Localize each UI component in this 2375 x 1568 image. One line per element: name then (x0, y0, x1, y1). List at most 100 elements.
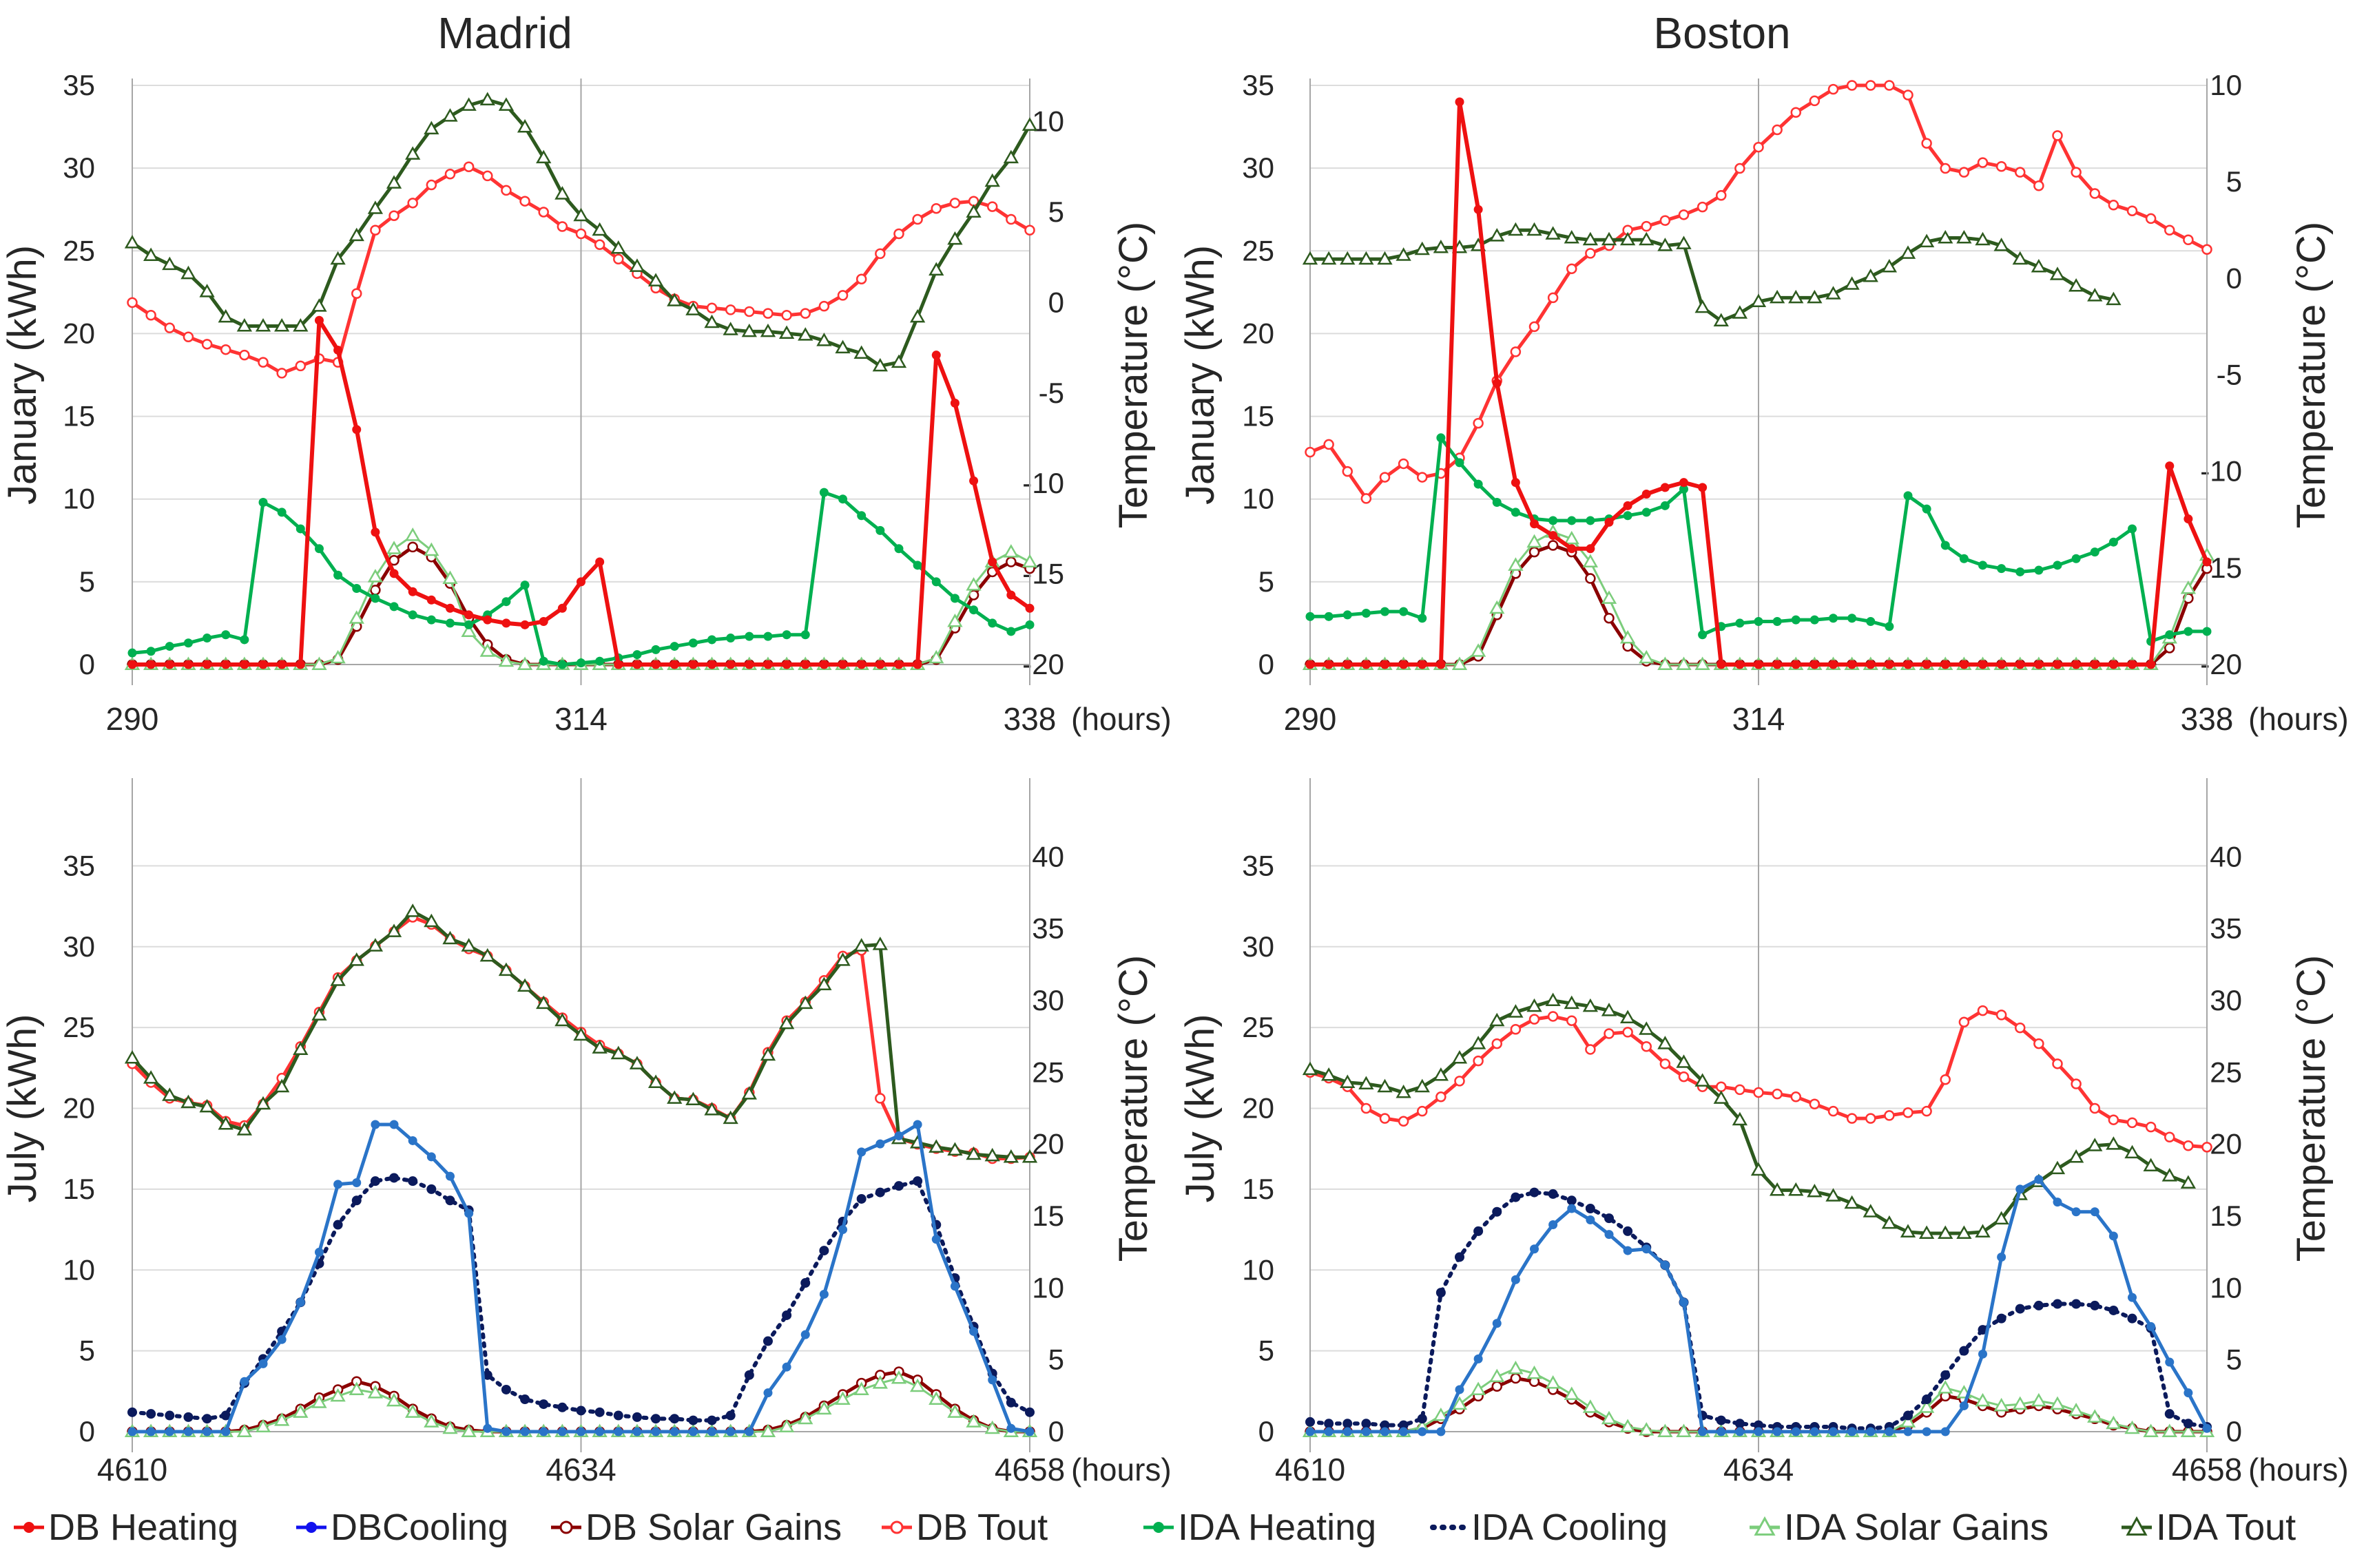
data-point (1807, 289, 1823, 304)
data-point (667, 293, 683, 306)
data-point (464, 1209, 474, 1218)
data-point (966, 577, 982, 591)
data-point (1455, 458, 1464, 468)
data-point (405, 527, 421, 541)
y2-tick-label: 5 (1048, 196, 1064, 228)
data-point (538, 207, 549, 218)
data-point (1956, 229, 1972, 244)
y-axis-title: July (kWh) (0, 1014, 45, 1203)
data-point (203, 634, 212, 643)
data-point (706, 302, 718, 314)
data-point (931, 1235, 941, 1244)
data-point (180, 265, 196, 280)
data-point (2180, 1175, 2197, 1189)
data-point (893, 228, 904, 240)
data-point (1323, 439, 1334, 450)
x-unit-label: (hours) (2248, 701, 2349, 737)
data-point (2071, 1207, 2081, 1217)
data-point (295, 1297, 305, 1307)
data-point (1418, 1427, 1427, 1436)
data-point (199, 1098, 215, 1113)
data-point (1996, 1313, 2006, 1324)
x-tick-label: 4634 (1723, 1452, 1794, 1487)
legend-item-db-heating: DB Heating (14, 1507, 238, 1548)
data-point (1492, 498, 1502, 508)
data-point (2146, 660, 2156, 669)
series-db-tout (1305, 1005, 2212, 1153)
data-point (1732, 1111, 1748, 1126)
data-point (1510, 1372, 1522, 1384)
data-point (1511, 478, 1520, 488)
data-point (1753, 1087, 1764, 1098)
y-tick-label: 5 (79, 565, 95, 598)
series-ida-tout (124, 903, 1038, 1163)
y-tick-label: 5 (79, 1335, 95, 1367)
data-point (442, 930, 458, 945)
data-point (667, 1090, 683, 1104)
x-unit-label: (hours) (2248, 1452, 2349, 1487)
data-point (2012, 251, 2028, 265)
data-point (311, 298, 327, 312)
data-point (1377, 251, 1393, 265)
data-point (274, 1412, 290, 1426)
data-point (1825, 1188, 1841, 1202)
data-point (857, 511, 867, 521)
data-point (1548, 531, 1558, 541)
y2-tick-label: 0 (2226, 1415, 2242, 1447)
data-point (386, 541, 402, 554)
data-point (520, 620, 530, 629)
data-point (2052, 130, 2063, 141)
data-point (800, 660, 810, 669)
data-point (707, 1427, 717, 1436)
data-point (1619, 1419, 1636, 1432)
data-point (1846, 1113, 1858, 1124)
data-point (1526, 222, 1542, 236)
data-point (1601, 1410, 1617, 1425)
data-point (1844, 1195, 1860, 1209)
y2-tick-label: 35 (1032, 912, 1064, 945)
data-point (426, 1184, 437, 1194)
data-point (1342, 660, 1352, 669)
data-point (2049, 1160, 2066, 1175)
data-point (1582, 1399, 1599, 1413)
data-point (913, 1120, 922, 1129)
data-point (1586, 544, 1595, 554)
data-point (445, 1195, 455, 1206)
data-point (782, 1310, 792, 1320)
y2-tick-label: -5 (2217, 359, 2242, 391)
data-point (853, 345, 869, 359)
data-point (1997, 564, 2006, 574)
data-point (2049, 266, 2066, 280)
data-point (333, 570, 343, 580)
data-point (707, 635, 717, 645)
data-point (1900, 1414, 1916, 1428)
data-point (913, 660, 922, 669)
data-point (629, 258, 645, 272)
data-point (221, 1427, 231, 1436)
data-point (1564, 229, 1579, 244)
y2-tick-label: 25 (2210, 1056, 2242, 1088)
data-point (1900, 1224, 1916, 1237)
data-point (517, 656, 533, 670)
data-point (685, 302, 701, 315)
data-point (1302, 251, 1318, 265)
data-point (1959, 554, 1969, 563)
data-point (2146, 1321, 2156, 1331)
data-point (819, 660, 829, 669)
data-point (1623, 1246, 1632, 1255)
data-point (950, 1282, 960, 1291)
data-point (2108, 1231, 2118, 1241)
data-point (1003, 149, 1019, 164)
data-point (1639, 231, 1655, 246)
data-point (220, 344, 231, 355)
data-point (389, 569, 399, 578)
data-point (670, 1427, 679, 1436)
y-tick-label: 0 (1258, 1415, 1274, 1447)
data-point (498, 97, 515, 111)
data-point (1997, 660, 2006, 669)
data-point (1324, 1419, 1334, 1429)
data-point (240, 1377, 249, 1386)
data-point (386, 1392, 402, 1407)
data-point (314, 544, 324, 554)
